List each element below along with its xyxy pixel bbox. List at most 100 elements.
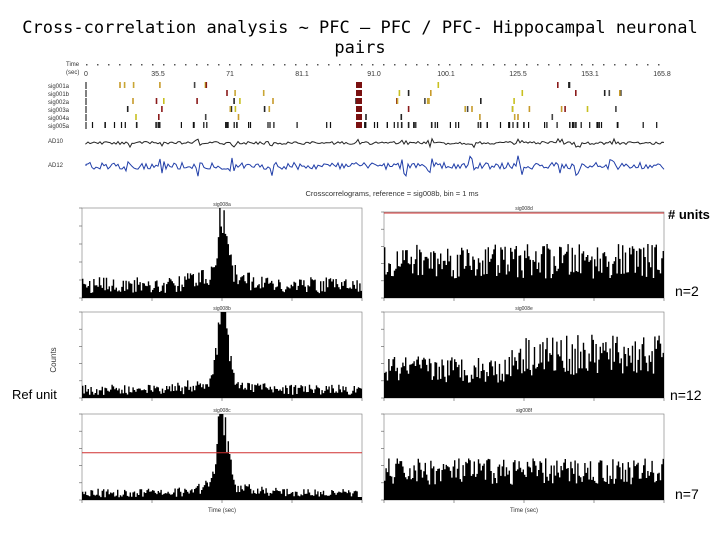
spike-tick (568, 82, 571, 88)
spike-tick (428, 98, 430, 104)
raster-tick-label: 100.1 (437, 71, 455, 78)
spike-tick (204, 114, 207, 120)
spike-tick (119, 82, 121, 88)
spike-tick (544, 122, 546, 128)
spike-tick (575, 122, 577, 128)
spike-tick (511, 106, 514, 112)
spike-tick (180, 122, 182, 128)
spike-tick (449, 122, 451, 128)
ruler-dot (97, 64, 99, 66)
correlogram-bars (384, 244, 664, 298)
spike-tick (296, 122, 298, 128)
raster-tick-label: 81.1 (295, 71, 309, 78)
spike-tick (329, 122, 332, 128)
spike-tick (225, 122, 227, 128)
ruler-dot (394, 64, 396, 66)
spike-tick (580, 122, 582, 128)
spike-tick (619, 90, 621, 96)
spike-tick (557, 82, 559, 88)
panel-title: sig008a (213, 202, 231, 208)
spike-tick (466, 106, 469, 112)
ruler-dot (86, 64, 88, 66)
spike-tick (464, 106, 466, 112)
correlogram-bars (82, 414, 362, 500)
burst-block (356, 98, 362, 104)
spike-tick (513, 114, 516, 120)
raster-tick-label: 0 (84, 71, 88, 78)
ruler-dot (416, 64, 418, 66)
spike-tick (365, 114, 367, 120)
ruler-dot (460, 64, 462, 66)
correlogram-bars (82, 208, 362, 298)
spike-tick (155, 122, 157, 128)
spike-tick (91, 122, 94, 128)
raster-row-label: sig002a (48, 100, 70, 106)
spike-tick (193, 122, 195, 128)
spike-tick (603, 90, 606, 96)
spike-tick (436, 122, 439, 128)
ref-unit-label: Ref unit (12, 387, 57, 402)
spike-tick (123, 82, 126, 88)
spike-tick (157, 122, 160, 128)
spike-tick (458, 122, 460, 128)
ruler-dot (273, 64, 275, 66)
ruler-dot (251, 64, 253, 66)
correlogram-title: Crosscorrelograms, reference = sig008b, … (306, 189, 479, 198)
ruler-dot (636, 64, 638, 66)
spike-tick (426, 98, 429, 104)
ruler-dot (174, 64, 176, 66)
spike-tick (575, 90, 577, 96)
burst-block (356, 82, 362, 88)
ruler-dot (625, 64, 627, 66)
ruler-dot (559, 64, 561, 66)
ruler-dot (570, 64, 572, 66)
spike-tick (430, 90, 432, 96)
spike-tick (608, 90, 611, 96)
panel-title: sig008d (515, 206, 533, 212)
ruler-dot (339, 64, 341, 66)
spike-tick (523, 122, 525, 128)
units-header: # units (668, 207, 710, 222)
lfp-label-2: AD12 (48, 163, 64, 169)
spike-tick (477, 122, 479, 128)
spike-tick (272, 98, 274, 104)
spike-tick (424, 98, 426, 104)
spike-tick (513, 98, 515, 104)
spike-tick (400, 114, 403, 120)
y-axis-label: Counts (49, 347, 58, 372)
ruler-dot (350, 64, 352, 66)
spike-tick (569, 122, 571, 128)
raster-row-label: sig005a (48, 124, 70, 130)
spike-tick (508, 122, 510, 128)
spike-tick (480, 98, 482, 104)
spike-tick (516, 122, 519, 128)
spike-tick (479, 114, 481, 120)
spike-tick (158, 122, 161, 128)
ruler-dot (581, 64, 583, 66)
spike-tick (273, 122, 275, 128)
spike-tick (556, 122, 558, 128)
spike-tick (155, 98, 158, 104)
time-unit-label: (sec) (66, 70, 79, 76)
spike-tick (234, 90, 236, 96)
burst-block (356, 114, 362, 120)
spike-tick (600, 122, 603, 128)
ruler-dot (537, 64, 539, 66)
spike-tick (161, 106, 163, 112)
ruler-dot (284, 64, 286, 66)
lfp-label-1: AD10 (48, 139, 64, 145)
spike-tick (159, 82, 161, 88)
x-axis-label: Time (sec) (510, 508, 538, 514)
spike-tick (586, 106, 589, 112)
spike-tick (365, 122, 367, 128)
spike-tick (499, 122, 502, 128)
spike-tick (204, 82, 207, 88)
spike-tick (226, 90, 228, 96)
ruler-dot (328, 64, 330, 66)
spike-tick (376, 122, 379, 128)
raster-tick-label: 125.5 (509, 71, 527, 78)
spike-tick (528, 106, 531, 112)
ruler-dot (515, 64, 517, 66)
panel-title: sig008f (516, 408, 533, 414)
